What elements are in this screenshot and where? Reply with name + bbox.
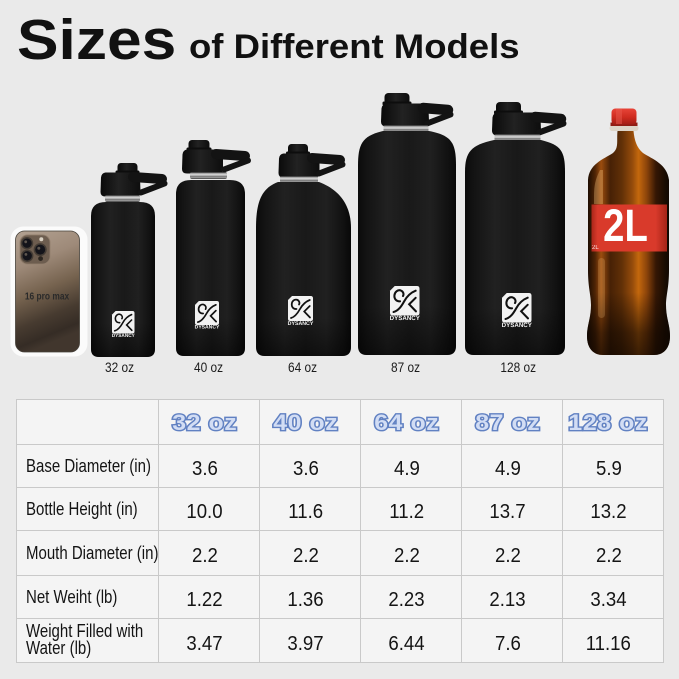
svg-text:2L: 2L (592, 245, 599, 251)
svg-text:2L: 2L (603, 200, 648, 251)
svg-text:16 pro max: 16 pro max (25, 291, 70, 303)
